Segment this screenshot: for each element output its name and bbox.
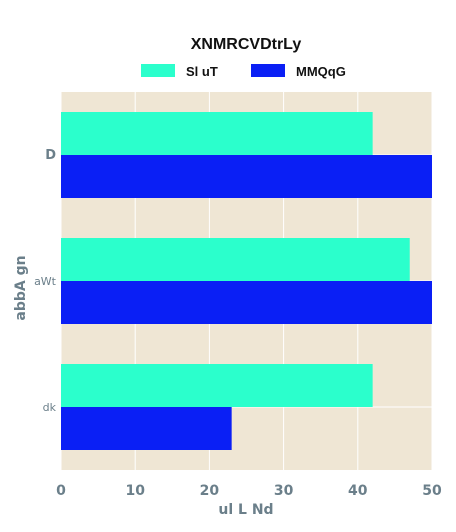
legend: Sl uT MMQqG: [141, 64, 346, 79]
bar-series-2-1: [61, 281, 432, 324]
bar-series-1-2: [61, 364, 373, 407]
y-tick-label-0: D: [45, 148, 56, 163]
x-tick-label-3: 30: [274, 483, 294, 499]
x-tick-label-0: 0: [56, 483, 66, 499]
bar-series-1-1: [61, 238, 410, 281]
x-tick-label-1: 10: [125, 483, 145, 499]
x-axis-ticks: 0 10 20 30 40 50: [56, 483, 442, 499]
x-tick-label-2: 20: [200, 483, 220, 499]
y-tick-label-2: dk: [43, 401, 57, 414]
y-tick-label-1: aWt: [34, 275, 57, 288]
bar-series-2-2: [61, 407, 232, 450]
bar-series-1-0: [61, 112, 373, 155]
legend-swatch-series-1: [141, 64, 175, 77]
x-tick-label-4: 40: [348, 483, 368, 499]
legend-label-series-1: Sl uT: [186, 64, 218, 79]
chart-title: XNMRCVDtrLy: [191, 36, 302, 53]
y-axis-label: abbA gn: [13, 255, 29, 320]
bar-series-2-0: [61, 155, 432, 198]
bars: [61, 112, 432, 450]
x-axis-label: ul L Nd: [218, 502, 273, 518]
legend-label-series-2: MMQqG: [296, 64, 346, 79]
legend-swatch-series-2: [251, 64, 285, 77]
x-tick-label-5: 50: [422, 483, 442, 499]
